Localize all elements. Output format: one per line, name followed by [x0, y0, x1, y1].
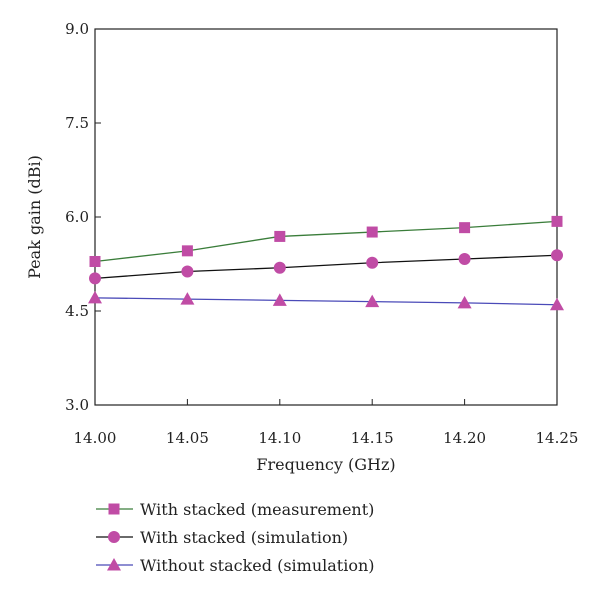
- x-tick-label: 14.25: [536, 429, 579, 447]
- series-line: [94, 254, 558, 280]
- y-tick-label: 4.5: [65, 302, 89, 320]
- legend-label: With stacked (simulation): [140, 528, 348, 547]
- data-point: [274, 230, 286, 242]
- data-point: [272, 293, 287, 306]
- y-axis-ticks: 3.0 4.5 6.0 7.5 9.0: [65, 20, 101, 414]
- x-tick-label: 14.20: [443, 429, 486, 447]
- legend-item: Without stacked (simulation): [96, 556, 375, 575]
- data-point: [181, 265, 194, 278]
- legend-marker: [107, 558, 121, 571]
- y-tick-label: 6.0: [65, 208, 89, 226]
- x-tick-label: 14.15: [351, 429, 394, 447]
- y-tick-label: 9.0: [65, 20, 89, 38]
- data-point: [550, 297, 564, 311]
- data-point: [366, 226, 378, 238]
- data-point: [459, 222, 471, 234]
- legend-label: With stacked (measurement): [140, 500, 374, 519]
- series-3: [88, 290, 564, 311]
- x-axis-ticks: 14.00 14.05 14.10 14.15 14.20 14.25: [74, 399, 579, 447]
- data-point: [457, 295, 472, 309]
- data-point: [181, 245, 193, 257]
- data-point: [88, 290, 102, 304]
- legend-item: With stacked (simulation): [96, 528, 348, 547]
- legend-marker: [108, 531, 120, 543]
- series-line: [94, 297, 558, 306]
- x-axis-label: Frequency (GHz): [256, 455, 395, 474]
- y-tick-label: 7.5: [65, 114, 89, 132]
- legend-label: Without stacked (simulation): [140, 556, 375, 575]
- data-point: [365, 294, 380, 308]
- series-line: [94, 220, 558, 263]
- series-2: [89, 249, 563, 285]
- x-tick-label: 14.10: [258, 429, 301, 447]
- data-point: [366, 256, 379, 269]
- data-point: [89, 272, 101, 285]
- x-tick-label: 14.05: [166, 429, 209, 447]
- plot-area: [94, 28, 558, 406]
- series-1: [89, 215, 563, 267]
- data-point: [180, 292, 195, 305]
- legend: With stacked (measurement) With stacked (…: [96, 500, 375, 575]
- data-point: [551, 215, 563, 227]
- data-point: [89, 255, 101, 267]
- legend-marker: [108, 503, 120, 515]
- x-tick-label: 14.00: [74, 429, 117, 447]
- series-layer: [88, 215, 564, 311]
- y-axis-label: Peak gain (dBi): [25, 155, 44, 279]
- data-point: [458, 252, 471, 265]
- legend-item: With stacked (measurement): [96, 500, 374, 519]
- data-point: [273, 261, 286, 274]
- data-point: [551, 249, 563, 262]
- y-tick-label: 3.0: [65, 396, 89, 414]
